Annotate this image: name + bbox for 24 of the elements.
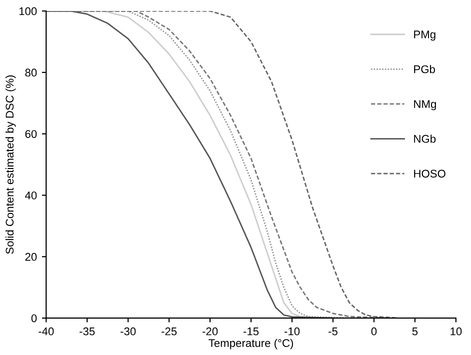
y-tick-label: 20 bbox=[25, 252, 37, 261]
x-tick-label: -40 bbox=[38, 327, 54, 336]
y-tick-label: 100 bbox=[19, 7, 37, 16]
y-tick-label: 60 bbox=[25, 130, 37, 138]
x-tick-label: -5 bbox=[328, 328, 338, 336]
x-tick-label: 10 bbox=[450, 327, 462, 336]
x-tick-label: -20 bbox=[202, 327, 218, 336]
legend-label: NMg bbox=[414, 100, 436, 110]
y-tick-label: 0 bbox=[31, 314, 37, 322]
legend-label: PMg bbox=[414, 30, 436, 41]
x-tick-label: 0 bbox=[371, 327, 377, 336]
x-tick-label: -15 bbox=[244, 328, 259, 336]
legend-label: NGb bbox=[414, 134, 436, 143]
x-tick-label: -30 bbox=[120, 327, 136, 336]
y-axis-title: Solid Content estimated by DSC (%) bbox=[5, 75, 16, 254]
x-tick-label: -35 bbox=[80, 327, 95, 336]
y-tick-label: 80 bbox=[25, 68, 37, 77]
y-tick-label: 40 bbox=[25, 192, 37, 200]
legend-label: PGb bbox=[414, 65, 435, 74]
legend-label: HOSO bbox=[414, 170, 446, 178]
x-axis-title: Temperature (°C) bbox=[208, 338, 294, 350]
x-tick-label: -10 bbox=[284, 327, 300, 336]
x-tick-label: 5 bbox=[412, 328, 418, 336]
x-tick-label: -25 bbox=[162, 327, 177, 336]
